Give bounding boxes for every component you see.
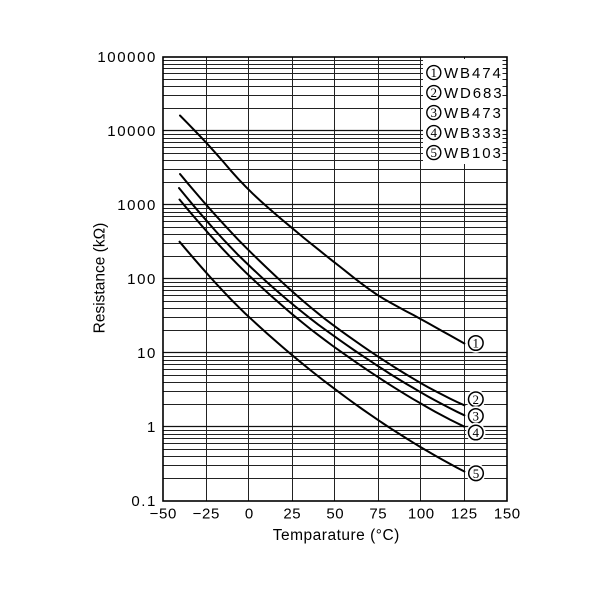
- svg-text:−25: −25: [193, 506, 220, 523]
- svg-text:3: 3: [473, 409, 480, 424]
- svg-text:1: 1: [147, 419, 157, 436]
- svg-text:5: 5: [431, 145, 438, 160]
- svg-text:1000: 1000: [117, 197, 157, 214]
- svg-text:4: 4: [473, 425, 480, 440]
- svg-text:100: 100: [127, 271, 157, 288]
- svg-text:−50: −50: [150, 506, 177, 523]
- svg-text:10000: 10000: [107, 123, 157, 140]
- svg-text:1: 1: [473, 336, 480, 351]
- svg-text:Temparature (°C): Temparature (°C): [273, 527, 400, 544]
- svg-text:4: 4: [431, 125, 438, 140]
- svg-text:100000: 100000: [97, 49, 157, 66]
- svg-text:25: 25: [283, 506, 301, 523]
- svg-text:3: 3: [431, 105, 438, 120]
- svg-text:WD683: WD683: [444, 85, 504, 102]
- svg-text:2: 2: [431, 85, 438, 100]
- svg-text:5: 5: [473, 466, 480, 481]
- svg-text:50: 50: [326, 506, 344, 523]
- svg-text:0: 0: [245, 506, 254, 523]
- svg-text:Resistance (kΩ): Resistance (kΩ): [92, 223, 109, 334]
- svg-text:2: 2: [473, 392, 480, 407]
- svg-text:75: 75: [369, 506, 387, 523]
- svg-text:125: 125: [451, 506, 478, 523]
- svg-text:10: 10: [137, 345, 157, 362]
- svg-text:1: 1: [431, 65, 438, 80]
- svg-text:0.1: 0.1: [131, 493, 157, 510]
- svg-text:WB333: WB333: [444, 125, 503, 142]
- svg-text:WB103: WB103: [444, 145, 503, 162]
- svg-text:150: 150: [494, 506, 521, 523]
- svg-text:WB474: WB474: [444, 65, 503, 82]
- svg-text:WB473: WB473: [444, 105, 503, 122]
- svg-text:100: 100: [408, 506, 435, 523]
